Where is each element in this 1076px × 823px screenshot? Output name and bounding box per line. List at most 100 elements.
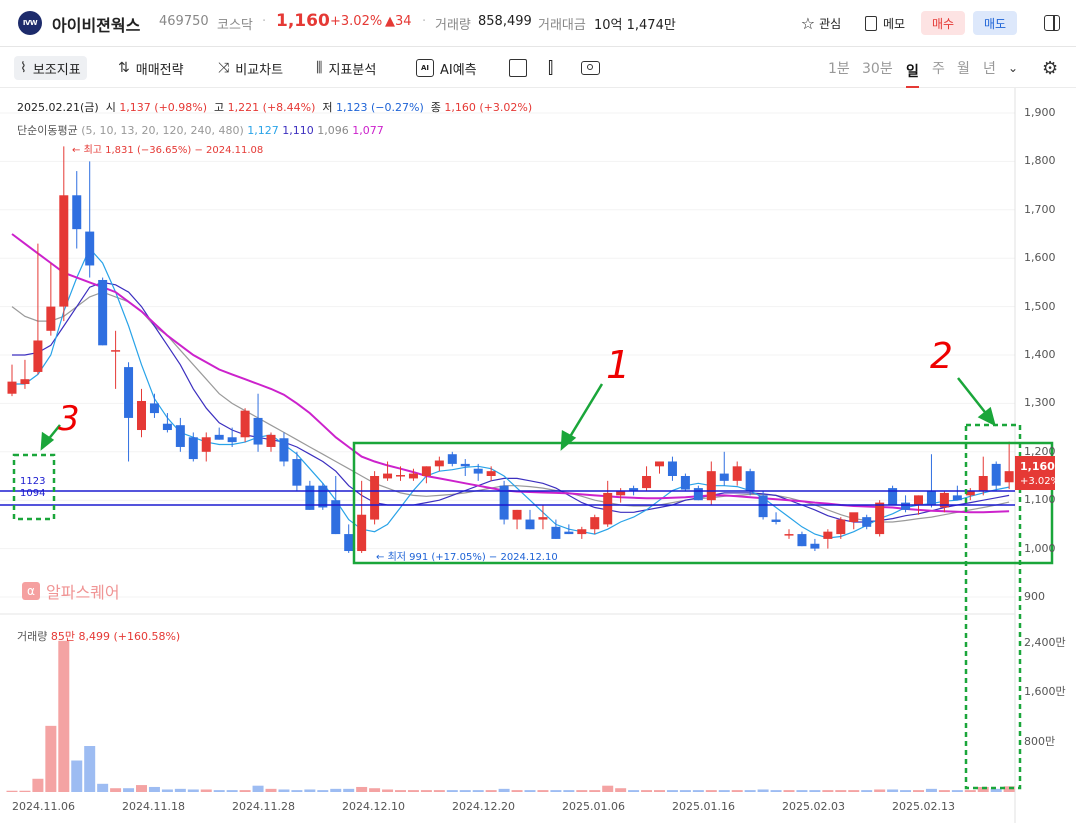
chart-toolbar: ⌇ 보조지표 ⇅ 매매전략 ⤨ 비교차트 ⫼ 지표분석 AI AI예측 ⫿ 1분… [0,47,1076,88]
volume-axis-label: 1,600만 [1024,685,1066,698]
sell-button[interactable]: 매도 [973,11,1017,35]
annotation-number-1: 1 [606,343,630,387]
analysis-button[interactable]: ⫼ 지표분석 [316,56,376,80]
gear-icon[interactable]: ⚙ [1042,57,1059,79]
candle-body [357,514,367,552]
watch-button[interactable]: ☆ 관심 [795,11,847,35]
volume-bar [641,790,653,792]
candle-body [486,471,496,476]
candle-body [564,531,574,535]
compare-button[interactable]: ⤨ 비교차트 [218,56,283,80]
volume-bar [874,789,886,792]
candle-body [408,473,418,479]
low-marker-text: 최저 991 (+17.05%) − 2024.12.10 [387,552,558,563]
candle-body [421,466,431,476]
candle-body [888,488,898,506]
separator-dot: · [262,14,267,29]
volume-bar [485,790,497,792]
volume-bar [563,790,575,792]
candle-body [253,417,263,445]
volume-bar [990,788,1002,792]
low-marker: ← 최저 991 (+17.05%) − 2024.12.10 [376,552,558,563]
panel-toggle-icon[interactable] [1041,11,1063,35]
ohlc-info: 2025.02.21(금) 시 1,137 (+0.98%) 고 1,221 (… [17,99,532,115]
candle-body [616,490,626,496]
date-axis-label: 2025.01.16 [672,800,735,813]
candle-body [227,437,237,443]
current-price-tag-pct: +3.02% [1020,476,1060,487]
volume-bar [71,760,83,792]
date-axis-label: 2025.02.13 [892,800,955,813]
candle-body [240,410,250,438]
candle-body [59,195,69,307]
amount-label: 거래대금 [538,18,586,33]
period-30min[interactable]: 30분 [862,61,893,77]
date-axis-label: 2024.11.06 [12,800,75,813]
candle-body [266,434,276,447]
volume-bar [692,790,704,792]
amount-value: 10억 1,474만 [594,18,676,33]
memo-button[interactable]: 메모 [858,11,912,35]
volume-bar [84,746,96,792]
ma13-line [11,291,1010,523]
separator-dot: · [422,14,427,29]
date-axis-label: 2024.12.20 [452,800,515,813]
candle-body [1004,471,1014,483]
ma-label: 단순이동평균 [17,124,78,137]
volume-bar [97,783,109,792]
period-day[interactable]: 일 [906,56,919,88]
ma-periods: (5, 10, 13, 20, 120, 240, 480) [81,124,244,137]
strategy-label: 매매전략 [135,62,184,78]
volume-bar [913,790,924,792]
period-week[interactable]: 주 [932,61,945,77]
period-month[interactable]: 월 [957,61,970,77]
indicator-button[interactable]: ⌇ 보조지표 [14,56,87,80]
candle-body [875,502,885,535]
alphasquare-logo-icon: α [22,582,40,600]
period-1min[interactable]: 1분 [828,61,850,77]
price-axis-label: 1,000 [1024,541,1056,555]
volume-value: 858,499 [478,14,532,29]
screenshot-button[interactable] [581,56,600,80]
candle-body [693,488,703,501]
volume-bar [731,790,743,792]
volume-bar [848,790,860,792]
candle-body [175,425,185,447]
volume-bar [964,790,976,792]
strategy-button[interactable]: ⇅ 매매전략 [118,56,184,80]
volume-bar [330,788,342,792]
price-axis-label: 1,500 [1024,299,1056,313]
star-icon: ☆ [800,13,816,33]
analysis-label: 지표분석 [328,62,377,78]
period-year[interactable]: 년 [983,61,996,77]
ma-info: 단순이동평균 (5, 10, 13, 20, 120, 240, 480) 1,… [17,122,384,138]
candle-body [292,459,302,486]
volume-bar [615,788,627,792]
volume-bar [925,788,937,792]
candle-body [642,476,652,489]
volume-bar [58,640,70,792]
volume-bar [187,789,199,792]
indicator-icon: ⌇ [20,60,27,76]
volume-bar [524,790,536,792]
candle-body [862,517,872,527]
chevron-down-icon[interactable]: ⌄ [1008,61,1019,75]
volume-bar [200,789,212,792]
candle-body [706,471,716,501]
ai-predict-button[interactable]: AI AI예측 [416,56,477,80]
volume-bar [537,790,549,792]
high-marker: ← 최고 1,831 (−36.65%) − 2024.11.08 [72,145,264,156]
volume-bar [136,785,147,792]
candle-type-button[interactable]: ⫿ [548,56,553,80]
buy-button[interactable]: 매수 [921,11,965,35]
volume-bar [343,788,355,792]
square-tool-button[interactable] [509,56,527,80]
volume-pane-value: 85만 8,499 (+160.58%) [50,630,181,643]
volume-bar [602,785,614,792]
volume-bar [835,790,847,792]
candle-body [188,437,198,460]
memo-icon [864,15,877,31]
arrow-1 [566,383,604,441]
candle-body [149,403,159,414]
